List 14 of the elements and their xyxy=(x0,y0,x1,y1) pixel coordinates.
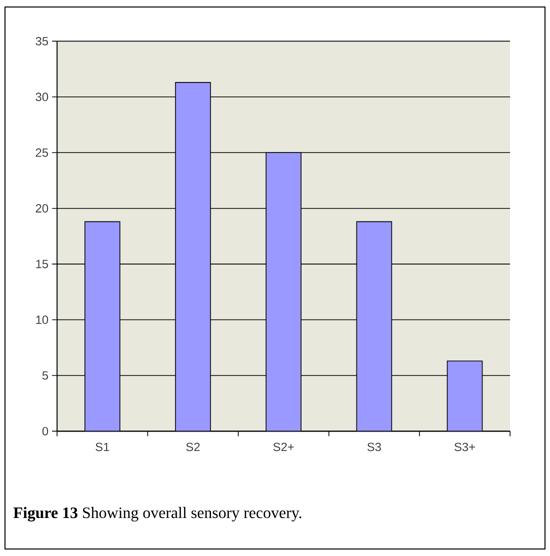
y-tick-label: 5 xyxy=(42,371,48,380)
y-tick-label: 10 xyxy=(36,316,48,324)
y-tick-label: 0 xyxy=(42,426,48,436)
x-tick-label: S3 xyxy=(367,442,381,452)
x-tick-label: S2+ xyxy=(273,442,294,452)
y-tick-label: 15 xyxy=(36,260,48,268)
x-tick-label: S2 xyxy=(186,442,200,452)
text: Figure 13 Showing overall sensory recovery. xyxy=(13,506,302,522)
y-tick-label: 30 xyxy=(36,92,48,102)
y-tick-label: 25 xyxy=(36,148,48,157)
x-tick-label: S1 xyxy=(96,442,110,452)
y-tick-label: 35 xyxy=(36,36,48,46)
y-tick-label: 20 xyxy=(36,204,48,213)
x-tick-label: S3+ xyxy=(454,442,475,452)
